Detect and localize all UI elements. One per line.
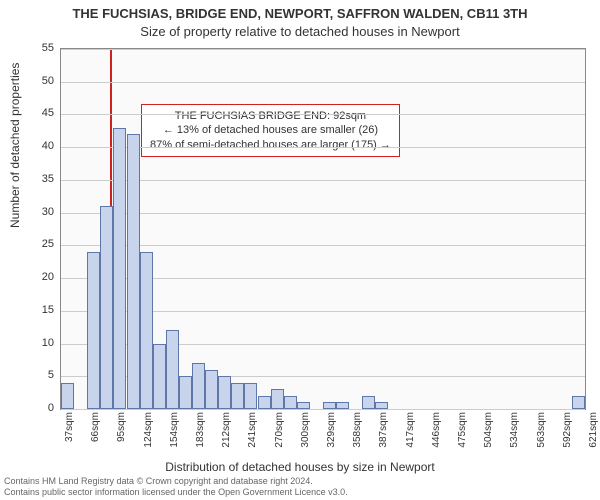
y-tick-label: 25 [24,238,54,250]
gridline [61,180,585,181]
gridline [61,147,585,148]
histogram-bar [297,402,310,409]
histogram-bar [153,344,166,409]
y-tick-label: 45 [24,107,54,119]
x-tick-label: 621sqm [588,412,599,452]
y-tick-label: 15 [24,304,54,316]
histogram-bar [218,376,231,409]
x-tick-label: 241sqm [247,412,258,452]
infobox-line3: 87% of semi-detached houses are larger (… [150,138,391,152]
histogram-bar [192,363,205,409]
histogram-bar [179,376,192,409]
x-tick-label: 504sqm [483,412,494,452]
y-axis-title: Number of detached properties [8,63,22,228]
histogram-bar [271,389,284,409]
histogram-bar [61,383,74,409]
x-tick-label: 446sqm [431,412,442,452]
histogram-bar [336,402,349,409]
x-tick-label: 387sqm [378,412,389,452]
x-tick-label: 154sqm [169,412,180,452]
histogram-bar [572,396,585,409]
x-tick-label: 212sqm [221,412,232,452]
y-tick-label: 30 [24,206,54,218]
x-tick-label: 37sqm [64,412,75,452]
x-tick-label: 417sqm [405,412,416,452]
histogram-bar [231,383,244,409]
histogram-bar [140,252,153,409]
footer-line2: Contains public sector information licen… [4,487,348,498]
x-tick-label: 66sqm [90,412,101,452]
gridline [61,409,585,410]
infobox-line1: THE FUCHSIAS BRIDGE END: 92sqm [150,109,391,123]
y-tick-label: 5 [24,369,54,381]
x-tick-label: 329sqm [326,412,337,452]
gridline [61,245,585,246]
histogram-bar [323,402,336,409]
x-axis-title: Distribution of detached houses by size … [0,460,600,474]
infobox-line2: ← 13% of detached houses are smaller (26… [150,123,391,137]
histogram-bar [284,396,297,409]
property-infobox: THE FUCHSIAS BRIDGE END: 92sqm ← 13% of … [141,104,400,157]
x-tick-label: 358sqm [352,412,363,452]
x-tick-label: 95sqm [116,412,127,452]
chart-container: THE FUCHSIAS, BRIDGE END, NEWPORT, SAFFR… [0,0,600,500]
chart-title-subtitle: Size of property relative to detached ho… [0,24,600,39]
x-tick-label: 563sqm [536,412,547,452]
histogram-bar [127,134,140,409]
x-tick-label: 124sqm [143,412,154,452]
gridline [61,49,585,50]
y-tick-label: 55 [24,42,54,54]
gridline [61,114,585,115]
plot-area: THE FUCHSIAS BRIDGE END: 92sqm ← 13% of … [60,48,586,410]
histogram-bar [100,206,113,409]
gridline [61,82,585,83]
x-tick-label: 534sqm [509,412,520,452]
y-tick-label: 20 [24,271,54,283]
x-tick-label: 300sqm [300,412,311,452]
histogram-bar [166,330,179,409]
histogram-bar [258,396,271,409]
histogram-bar [113,128,126,409]
histogram-bar [87,252,100,409]
histogram-bar [362,396,375,409]
chart-title-address: THE FUCHSIAS, BRIDGE END, NEWPORT, SAFFR… [0,6,600,21]
x-tick-label: 592sqm [562,412,573,452]
y-tick-label: 40 [24,140,54,152]
histogram-bar [244,383,257,409]
footer-attribution: Contains HM Land Registry data © Crown c… [4,476,348,498]
y-tick-label: 0 [24,402,54,414]
footer-line1: Contains HM Land Registry data © Crown c… [4,476,348,487]
x-tick-label: 183sqm [195,412,206,452]
histogram-bar [375,402,388,409]
gridline [61,213,585,214]
x-tick-label: 475sqm [457,412,468,452]
x-tick-label: 270sqm [274,412,285,452]
y-tick-label: 35 [24,173,54,185]
y-tick-label: 10 [24,337,54,349]
y-tick-label: 50 [24,75,54,87]
histogram-bar [205,370,218,409]
